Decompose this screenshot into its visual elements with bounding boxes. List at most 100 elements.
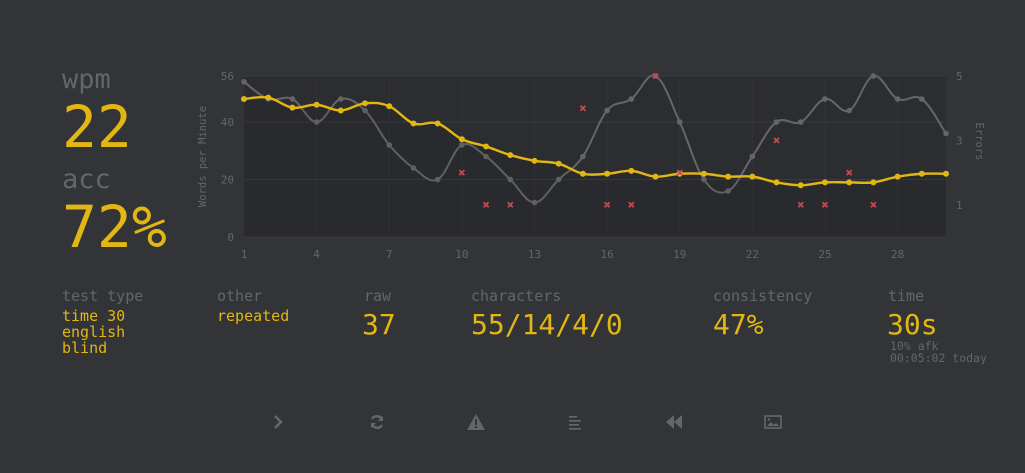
- wpm-point: [773, 179, 780, 186]
- wpm-point: [531, 157, 538, 164]
- raw-point: [822, 96, 828, 102]
- x-tick-label: 13: [528, 248, 541, 261]
- test-type-mode: time 30: [62, 307, 126, 325]
- raw-point: [870, 73, 877, 79]
- wpm-point: [894, 173, 901, 180]
- raw-point: [531, 199, 538, 206]
- raw-point: [604, 107, 610, 114]
- characters-value: 55/14/4/0: [471, 308, 623, 341]
- wpm-point: [483, 143, 490, 150]
- y-tick-label: 56: [221, 70, 234, 83]
- raw-point: [701, 176, 707, 183]
- wpm-point: [362, 100, 369, 107]
- wpm-point: [725, 173, 732, 180]
- other-label: other: [217, 287, 263, 305]
- error-point: [603, 201, 611, 208]
- x-tick-label: 28: [891, 248, 904, 261]
- wpm-point: [700, 170, 707, 177]
- wpm-point: [289, 104, 296, 111]
- wpm-point: [652, 173, 659, 180]
- test-timestamp: 00:05:02 today: [890, 351, 987, 365]
- x-tick-label: 4: [313, 248, 320, 261]
- report-button[interactable]: [464, 410, 488, 434]
- raw-point: [338, 96, 344, 102]
- error-point: [797, 201, 804, 208]
- raw-point: [676, 119, 683, 125]
- raw-point: [725, 188, 731, 194]
- raw-point: [459, 142, 465, 148]
- characters-label: characters: [471, 287, 562, 305]
- word-history-button[interactable]: [563, 410, 587, 434]
- error-point: [773, 137, 780, 144]
- raw-point: [241, 78, 247, 85]
- error-point: [458, 169, 465, 176]
- x-tick-label: 16: [600, 248, 613, 261]
- x-tick-label: 25: [818, 248, 831, 261]
- wpm-point: [797, 182, 804, 189]
- raw-point: [483, 153, 489, 160]
- chevron-right-icon: [274, 415, 283, 429]
- raw-point: [846, 107, 852, 114]
- x-tick-label: 1: [241, 248, 248, 261]
- wpm-point: [846, 179, 853, 186]
- time-value: 30s: [887, 308, 938, 341]
- y2-axis-label: Errors: [973, 123, 985, 161]
- raw-point: [773, 119, 780, 125]
- y-axis-label: Words per Minute: [197, 106, 209, 207]
- raw-point: [555, 176, 562, 183]
- wpm-point: [604, 170, 611, 177]
- error-point: [628, 201, 635, 208]
- screenshot-button[interactable]: [761, 410, 785, 434]
- afk-percent: 10% afk: [890, 339, 939, 353]
- x-tick-label: 7: [386, 248, 393, 261]
- x-tick-label: 10: [455, 248, 468, 261]
- restart-test-button[interactable]: [365, 410, 389, 434]
- wpm-value: 22: [62, 93, 132, 161]
- wpm-point: [386, 103, 393, 110]
- raw-value: 37: [362, 308, 396, 341]
- y2-tick-label: 1: [956, 199, 963, 212]
- wpm-point: [628, 167, 635, 174]
- next-test-button[interactable]: [266, 410, 290, 434]
- y-tick-label: 20: [221, 174, 234, 187]
- wpm-point: [555, 160, 562, 167]
- error-point: [821, 201, 829, 208]
- test-type-blind: blind: [62, 339, 108, 357]
- wpm-point: [579, 170, 586, 177]
- replay-button[interactable]: [662, 410, 686, 434]
- warning-icon: [467, 414, 485, 430]
- align-left-icon: [569, 416, 581, 430]
- raw-point: [289, 96, 296, 102]
- error-point: [870, 201, 877, 208]
- raw-point: [918, 96, 925, 102]
- error-point: [507, 201, 514, 208]
- test-type-label: test type: [62, 287, 144, 305]
- y-tick-label: 0: [227, 231, 234, 244]
- error-point: [579, 105, 587, 112]
- error-point: [676, 169, 683, 176]
- wpm-point: [241, 96, 247, 102]
- y-tick-label: 40: [221, 116, 234, 129]
- wpm-point: [870, 179, 877, 186]
- acc-value: 72%: [62, 193, 167, 261]
- consistency-value: 47%: [713, 308, 764, 341]
- image-icon: [764, 415, 782, 429]
- error-point: [652, 72, 659, 80]
- raw-point: [386, 142, 393, 148]
- wpm-point: [265, 94, 272, 101]
- error-point: [846, 169, 853, 176]
- wpm-point: [458, 136, 465, 143]
- y2-tick-label: 3: [956, 134, 963, 147]
- raw-label: raw: [364, 287, 392, 305]
- wpm-point: [313, 101, 320, 108]
- consistency-label: consistency: [713, 287, 813, 305]
- x-tick-label: 22: [746, 248, 759, 261]
- raw-point: [507, 176, 514, 183]
- backward-icon: [666, 415, 682, 429]
- plot-area: [244, 76, 946, 237]
- test-type-values: time 30 english blind: [62, 308, 125, 356]
- wpm-point: [943, 170, 949, 177]
- wpm-point: [918, 170, 925, 177]
- wpm-point: [337, 107, 344, 114]
